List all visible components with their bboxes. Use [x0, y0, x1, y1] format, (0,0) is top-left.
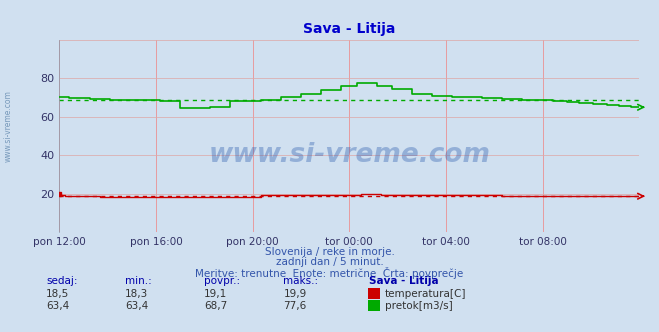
- Text: www.si-vreme.com: www.si-vreme.com: [208, 142, 490, 168]
- Text: 18,5: 18,5: [46, 289, 69, 299]
- Title: Sava - Litija: Sava - Litija: [303, 22, 395, 36]
- Text: 63,4: 63,4: [125, 301, 148, 311]
- Text: Slovenija / reke in morje.: Slovenija / reke in morje.: [264, 247, 395, 257]
- Text: min.:: min.:: [125, 276, 152, 286]
- Text: 18,3: 18,3: [125, 289, 148, 299]
- Text: povpr.:: povpr.:: [204, 276, 241, 286]
- Text: 19,1: 19,1: [204, 289, 227, 299]
- Text: pretok[m3/s]: pretok[m3/s]: [385, 301, 453, 311]
- Text: 77,6: 77,6: [283, 301, 306, 311]
- Text: temperatura[C]: temperatura[C]: [385, 289, 467, 299]
- Text: maks.:: maks.:: [283, 276, 318, 286]
- Text: sedaj:: sedaj:: [46, 276, 78, 286]
- Text: www.si-vreme.com: www.si-vreme.com: [3, 90, 13, 162]
- Text: zadnji dan / 5 minut.: zadnji dan / 5 minut.: [275, 257, 384, 267]
- Text: 68,7: 68,7: [204, 301, 227, 311]
- Text: Sava - Litija: Sava - Litija: [369, 276, 439, 286]
- Text: 63,4: 63,4: [46, 301, 69, 311]
- Text: Meritve: trenutne  Enote: metrične  Črta: povprečje: Meritve: trenutne Enote: metrične Črta: …: [195, 267, 464, 279]
- Text: 19,9: 19,9: [283, 289, 306, 299]
